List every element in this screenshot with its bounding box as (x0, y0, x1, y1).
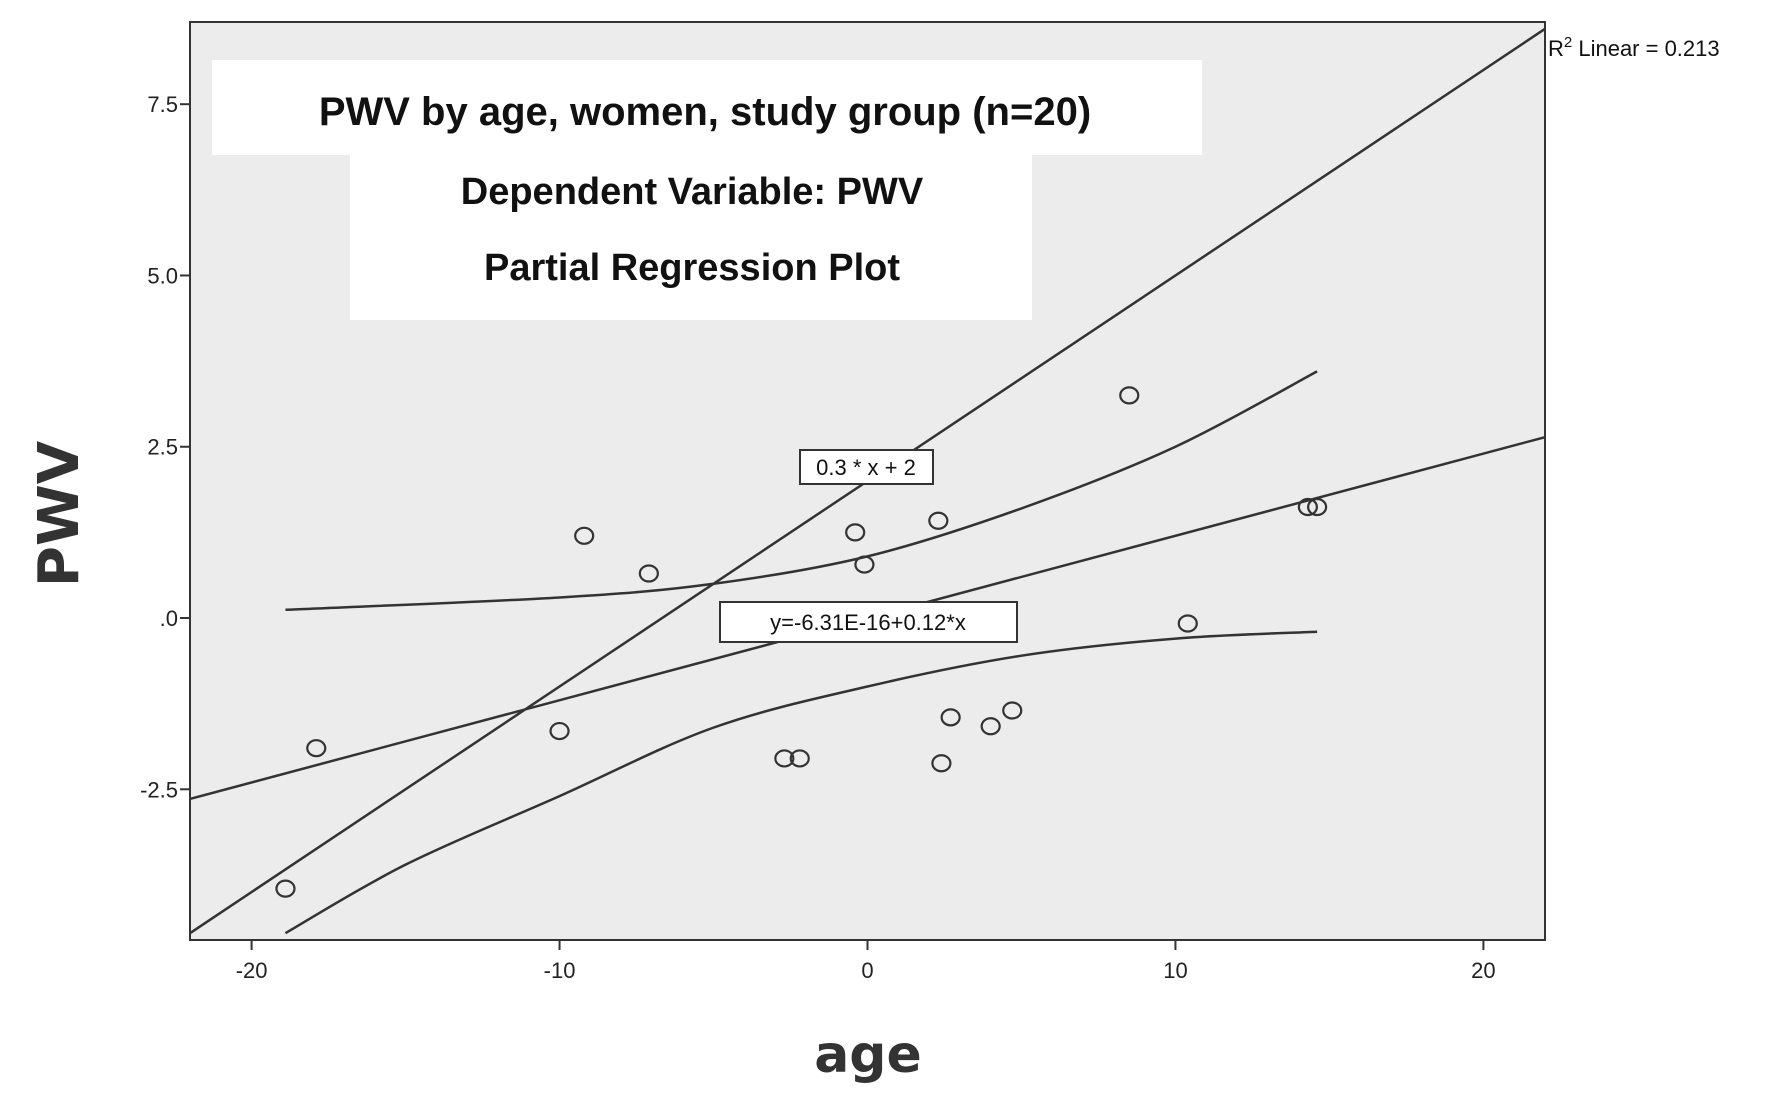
reference-line-label-box (799, 449, 934, 485)
y-axis: -2.5 .0 2.5 5.0 7.5 (140, 92, 190, 802)
x-tick-label: 20 (1471, 958, 1495, 983)
data-point (980, 717, 1001, 736)
data-point (854, 555, 875, 574)
data-point (1119, 386, 1140, 405)
data-point (845, 523, 866, 542)
data-point (774, 749, 795, 768)
x-tick-label: -20 (236, 958, 268, 983)
y-tick-label: 5.0 (147, 263, 178, 288)
x-tick-label: 10 (1163, 958, 1187, 983)
x-axis-title: age (814, 1025, 922, 1085)
data-point (1177, 614, 1198, 633)
title-box (212, 60, 1202, 155)
confidence-band-lower (284, 630, 1318, 935)
x-axis: -20 -10 0 10 20 (236, 940, 1496, 983)
fit-line-label: y=-6.31E-16+0.12*x (770, 610, 966, 635)
data-point (940, 708, 961, 727)
data-point (275, 879, 296, 898)
data-point (931, 754, 952, 773)
y-tick-label: .0 (160, 606, 178, 631)
data-point (1002, 701, 1023, 720)
x-tick-label: -10 (544, 958, 576, 983)
y-axis-title: PWV (27, 440, 92, 587)
data-point (1297, 497, 1318, 517)
y-tick-label: -2.5 (140, 777, 178, 802)
data-point (789, 749, 810, 768)
data-point (574, 526, 595, 545)
chart-subtitle-line-1: Dependent Variable: PWV (461, 171, 924, 213)
subtitle-box (350, 155, 1032, 320)
data-point (638, 564, 659, 583)
chart-subtitle-line-2: Partial Regression Plot (484, 247, 900, 289)
data-point (928, 511, 949, 530)
points-layer (275, 386, 1328, 898)
y-tick-label: 7.5 (147, 92, 178, 117)
reference-line-label: 0.3 * x + 2 (816, 455, 916, 480)
fit-line-label-box (719, 601, 1018, 643)
data-point (1307, 497, 1328, 517)
y-tick-label: 2.5 (147, 435, 178, 460)
data-point (306, 739, 327, 758)
chart-title: PWV by age, women, study group (n=20) (319, 90, 1091, 134)
confidence-band-upper (285, 370, 1318, 612)
r-squared-label: R2 Linear = 0.213 (1548, 34, 1720, 61)
data-point (549, 721, 570, 741)
x-tick-label: 0 (861, 958, 873, 983)
